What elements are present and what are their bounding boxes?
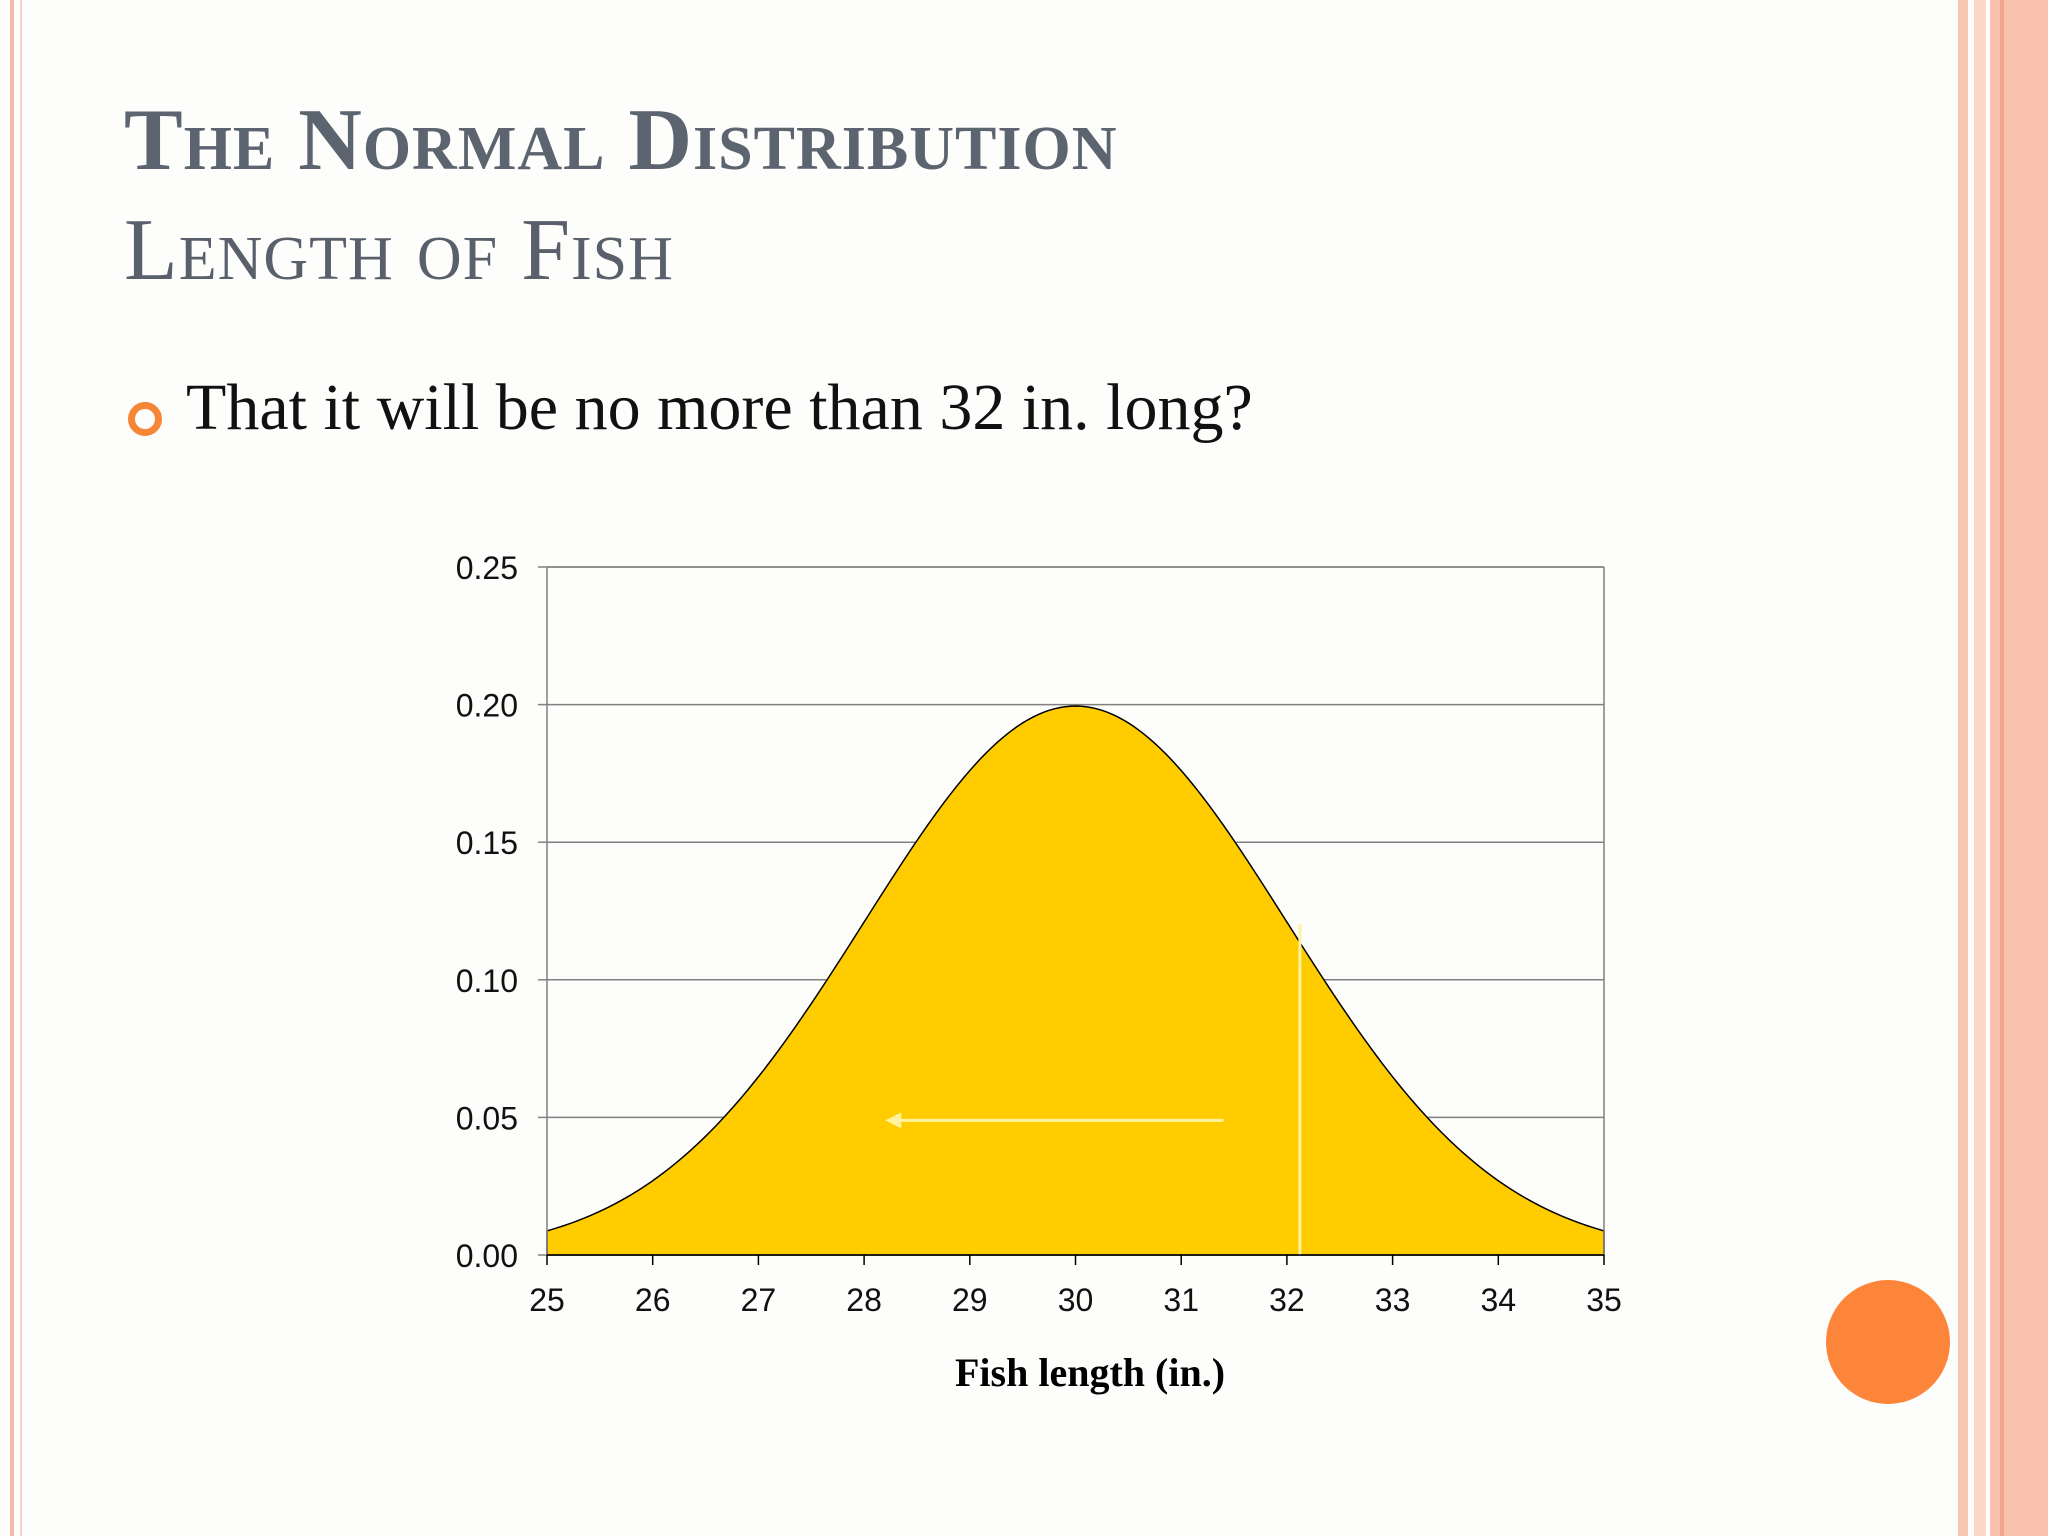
decorative-circle <box>1826 1280 1950 1404</box>
y-tick-label: 0.25 <box>456 550 518 586</box>
x-tick-labels: 25 26 27 28 29 30 31 32 33 34 35 <box>529 1282 1622 1318</box>
bullet-text: That it will be no more than 32 in. long… <box>186 371 1253 444</box>
x-tick-label: 32 <box>1269 1282 1305 1318</box>
x-tick-label: 25 <box>529 1282 565 1318</box>
left-border-stripe-thin <box>20 0 22 1536</box>
left-border-stripe <box>10 0 14 1536</box>
x-tick-label: 27 <box>741 1282 777 1318</box>
right-border-band <box>1990 0 2048 1536</box>
x-tick-label: 29 <box>952 1282 988 1318</box>
y-tick-label: 0.05 <box>456 1100 518 1136</box>
slide-title: The Normal Distribution <box>124 92 1118 189</box>
left-arrow-icon <box>885 1112 1224 1129</box>
bullet-circle-icon <box>128 402 162 436</box>
x-tick-label: 33 <box>1375 1282 1411 1318</box>
right-border-stripe <box>1958 0 1968 1536</box>
x-tick-label: 34 <box>1481 1282 1517 1318</box>
y-tick-label: 0.00 <box>456 1238 518 1274</box>
arrow-head <box>885 1112 902 1129</box>
y-tick-label: 0.10 <box>456 963 518 999</box>
x-tick-label: 35 <box>1586 1282 1622 1318</box>
y-tick-labels: 0.00 0.05 0.10 0.15 0.20 0.25 <box>456 550 518 1274</box>
right-border-line <box>2000 0 2004 1536</box>
y-tick-label: 0.15 <box>456 825 518 861</box>
x-tick-label: 31 <box>1163 1282 1199 1318</box>
distribution-area <box>546 705 1605 1256</box>
y-tick-label: 0.20 <box>456 688 518 724</box>
normal-distribution-chart: 0.00 0.05 0.10 0.15 0.20 0.25 25 26 27 28 29 30 31 3… <box>456 550 1622 1395</box>
right-border-stripe <box>1974 0 1986 1536</box>
axes <box>538 566 1605 1265</box>
x-tick-label: 26 <box>635 1282 671 1318</box>
x-tick-label: 30 <box>1058 1282 1094 1318</box>
slide-subtitle: Length of Fish <box>124 202 674 299</box>
x-tick-label: 28 <box>846 1282 882 1318</box>
x-axis-label: Fish length (in.) <box>955 1350 1225 1395</box>
